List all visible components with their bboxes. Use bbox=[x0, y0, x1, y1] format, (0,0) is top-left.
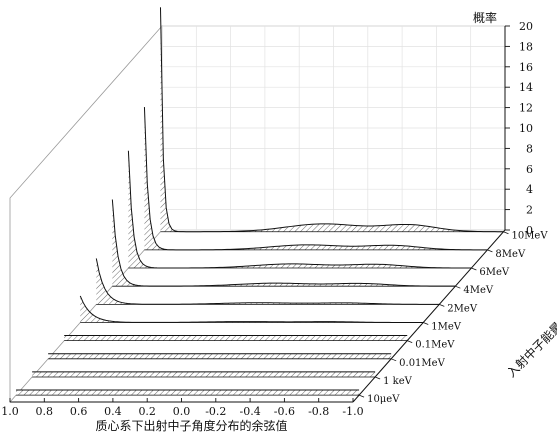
energy-label: 4MeV bbox=[463, 285, 494, 296]
series-area bbox=[48, 353, 392, 359]
series-9: 8MeV bbox=[143, 107, 526, 260]
y-tick-label: 6 bbox=[526, 163, 533, 176]
energy-label: 6MeV bbox=[479, 267, 510, 278]
z-tick bbox=[374, 376, 381, 380]
x-tick-label: -0.4 bbox=[239, 405, 260, 418]
x-tick-label: 0.2 bbox=[138, 405, 156, 418]
series-mask bbox=[160, 7, 504, 232]
z-axis-title: 入射中子能量 bbox=[504, 319, 557, 381]
y-tick-label: 4 bbox=[526, 183, 533, 196]
y-tick-label: 18 bbox=[519, 40, 533, 53]
x-tick-label: 0.6 bbox=[70, 405, 88, 418]
series-area bbox=[64, 335, 408, 341]
series-mask bbox=[80, 295, 424, 323]
energy-label: 0.01MeV bbox=[399, 358, 445, 369]
x-tick-label: 1.0 bbox=[1, 405, 19, 418]
series-10: 10MeV bbox=[159, 7, 548, 242]
z-tick bbox=[407, 340, 413, 344]
back-wall-grid bbox=[161, 25, 506, 231]
series-3: 0.01MeV bbox=[48, 353, 446, 369]
x-tick-label: -0.8 bbox=[308, 405, 329, 418]
y-tick-label: 16 bbox=[519, 61, 533, 74]
series-line bbox=[79, 295, 424, 323]
z-tick bbox=[423, 322, 429, 325]
z-tick bbox=[391, 358, 397, 362]
series-1: 10μeV bbox=[16, 389, 400, 405]
z-tick bbox=[358, 394, 365, 398]
x-tick-label: -0.6 bbox=[274, 405, 295, 418]
energy-label: 1 keV bbox=[383, 376, 413, 387]
y-tick-label: 14 bbox=[519, 81, 533, 94]
z-tick bbox=[455, 285, 461, 289]
energy-label: 10MeV bbox=[511, 231, 548, 242]
series-line bbox=[159, 7, 504, 233]
series-7: 4MeV bbox=[111, 199, 494, 296]
x-tick-label: -1.0 bbox=[342, 405, 363, 418]
y-tick-label: 2 bbox=[526, 204, 533, 217]
x-tick-label: -0.2 bbox=[205, 405, 226, 418]
y-tick-label: 8 bbox=[526, 142, 533, 155]
side-wall bbox=[9, 24, 163, 404]
series-6: 2MeV bbox=[95, 258, 478, 314]
z-tick bbox=[503, 231, 509, 235]
energy-label: 10μeV bbox=[367, 394, 400, 405]
series-4: 0.1MeV bbox=[64, 335, 455, 351]
y-tick-label: 20 bbox=[519, 20, 533, 33]
z-tick bbox=[487, 249, 493, 253]
energy-label: 1MeV bbox=[431, 321, 462, 332]
y-tick-label: 10 bbox=[519, 122, 533, 135]
x-tick-label: 0.8 bbox=[36, 405, 54, 418]
z-tick bbox=[471, 267, 477, 271]
energy-label: 2MeV bbox=[447, 303, 478, 314]
series-area bbox=[32, 371, 376, 377]
series-5: 1MeV bbox=[79, 295, 462, 332]
y-tick-label: 0 bbox=[526, 224, 533, 237]
z-axis-line bbox=[352, 229, 506, 403]
series-area bbox=[16, 390, 360, 396]
series-8: 6MeV bbox=[127, 150, 510, 278]
series-2: 1 keV bbox=[32, 371, 413, 387]
series-area bbox=[80, 295, 424, 323]
y-axis-title: 概率 bbox=[473, 10, 497, 25]
x-axis-title: 质心系下出射中子角度分布的余弦值 bbox=[95, 418, 287, 433]
z-tick bbox=[439, 303, 445, 307]
series-group: 10MeV 8MeV 6MeV 4MeV 2MeV 1MeV 0.1MeV 0.01MeV 1 … bbox=[16, 7, 548, 405]
x-tick-label: 0.4 bbox=[104, 405, 122, 418]
energy-label: 8MeV bbox=[495, 249, 526, 260]
energy-label: 0.1MeV bbox=[415, 340, 455, 351]
y-tick-label: 12 bbox=[519, 102, 533, 115]
x-tick-label: 0.0 bbox=[173, 405, 191, 418]
axes-group: 1.0 0.8 0.6 0.4 0.2 0.0 -0.2 -0.4 -0.6 -0.8 -1.0 0 2… bbox=[1, 10, 557, 433]
series-area bbox=[160, 7, 504, 232]
